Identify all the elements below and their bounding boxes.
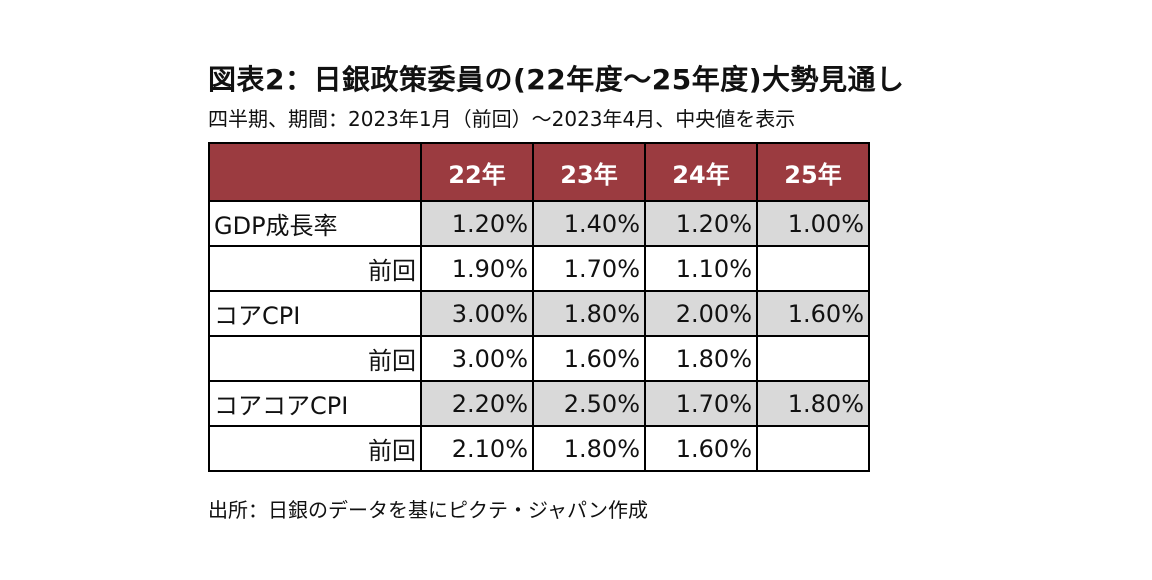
table-cell bbox=[756, 425, 870, 472]
source-note: 出所：日銀のデータを基にピクテ・ジャパン作成 bbox=[208, 498, 648, 522]
table-cell: 1.70% bbox=[644, 380, 758, 427]
row-label: 前回 bbox=[208, 425, 422, 472]
table-cell: 1.80% bbox=[532, 290, 646, 337]
header-cell-24: 24年 bbox=[644, 142, 758, 202]
row-label: 前回 bbox=[208, 245, 422, 292]
header-cell-22: 22年 bbox=[420, 142, 534, 202]
table-cell: 1.60% bbox=[644, 425, 758, 472]
row-label: 前回 bbox=[208, 335, 422, 382]
table-cell: 1.70% bbox=[532, 245, 646, 292]
table-cell: 1.80% bbox=[532, 425, 646, 472]
table-row-core-cpi: コアCPI 3.00% 1.80% 2.00% 1.60% bbox=[208, 290, 870, 337]
table-cell: 2.20% bbox=[420, 380, 534, 427]
table-cell bbox=[756, 245, 870, 292]
table-row-core-core-cpi-previous: 前回 2.10% 1.80% 1.60% bbox=[208, 425, 870, 472]
forecast-table: 22年 23年 24年 25年 GDP成長率 1.20% 1.40% 1.20%… bbox=[208, 142, 870, 472]
figure-subtitle: 四半期、期間：2023年1月（前回）～2023年4月、中央値を表示 bbox=[208, 107, 796, 131]
header-cell-empty bbox=[208, 142, 422, 202]
table-row-core-core-cpi: コアコアCPI 2.20% 2.50% 1.70% 1.80% bbox=[208, 380, 870, 427]
table-cell: 1.20% bbox=[644, 200, 758, 247]
figure-title: 図表2：日銀政策委員の(22年度～25年度)大勢見通し bbox=[208, 63, 905, 96]
table-cell: 1.00% bbox=[756, 200, 870, 247]
table-cell: 1.80% bbox=[756, 380, 870, 427]
table-cell: 1.20% bbox=[420, 200, 534, 247]
table-row-gdp: GDP成長率 1.20% 1.40% 1.20% 1.00% bbox=[208, 200, 870, 247]
table-cell: 2.10% bbox=[420, 425, 534, 472]
table-cell: 2.00% bbox=[644, 290, 758, 337]
table-cell: 1.90% bbox=[420, 245, 534, 292]
table-cell: 1.60% bbox=[532, 335, 646, 382]
table-cell: 3.00% bbox=[420, 335, 534, 382]
table-header-row: 22年 23年 24年 25年 bbox=[208, 142, 870, 202]
table-row-core-cpi-previous: 前回 3.00% 1.60% 1.80% bbox=[208, 335, 870, 382]
header-cell-23: 23年 bbox=[532, 142, 646, 202]
row-label: コアコアCPI bbox=[208, 380, 422, 427]
table-cell: 1.40% bbox=[532, 200, 646, 247]
table-row-gdp-previous: 前回 1.90% 1.70% 1.10% bbox=[208, 245, 870, 292]
table-cell: 1.10% bbox=[644, 245, 758, 292]
row-label: GDP成長率 bbox=[208, 200, 422, 247]
table-cell: 2.50% bbox=[532, 380, 646, 427]
row-label: コアCPI bbox=[208, 290, 422, 337]
table-cell: 1.80% bbox=[644, 335, 758, 382]
table-cell: 3.00% bbox=[420, 290, 534, 337]
table-cell: 1.60% bbox=[756, 290, 870, 337]
table-cell bbox=[756, 335, 870, 382]
header-cell-25: 25年 bbox=[756, 142, 870, 202]
